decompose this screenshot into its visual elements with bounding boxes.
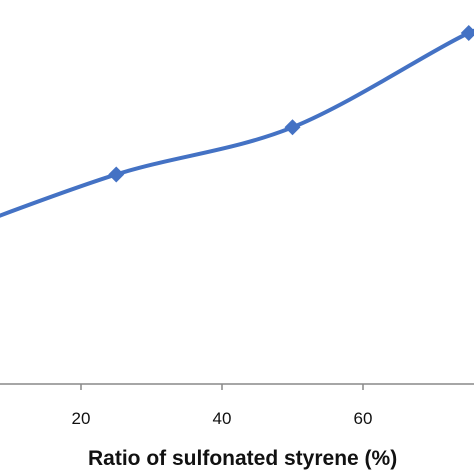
x-axis-tick-labels: 20406080 (72, 409, 373, 428)
series-markers (108, 25, 474, 183)
x-axis-ticks (80, 384, 364, 390)
x-tick-label-0: 20 (72, 409, 91, 428)
series-line (0, 28, 474, 218)
data-point-1 (108, 166, 125, 183)
x-axis-title: Ratio of sulfonated styrene (%) (88, 447, 397, 470)
x-tick-label-2: 60 (354, 409, 373, 428)
data-point-3 (460, 25, 474, 41)
data-point-2 (284, 119, 301, 136)
x-tick-label-1: 40 (213, 409, 232, 428)
